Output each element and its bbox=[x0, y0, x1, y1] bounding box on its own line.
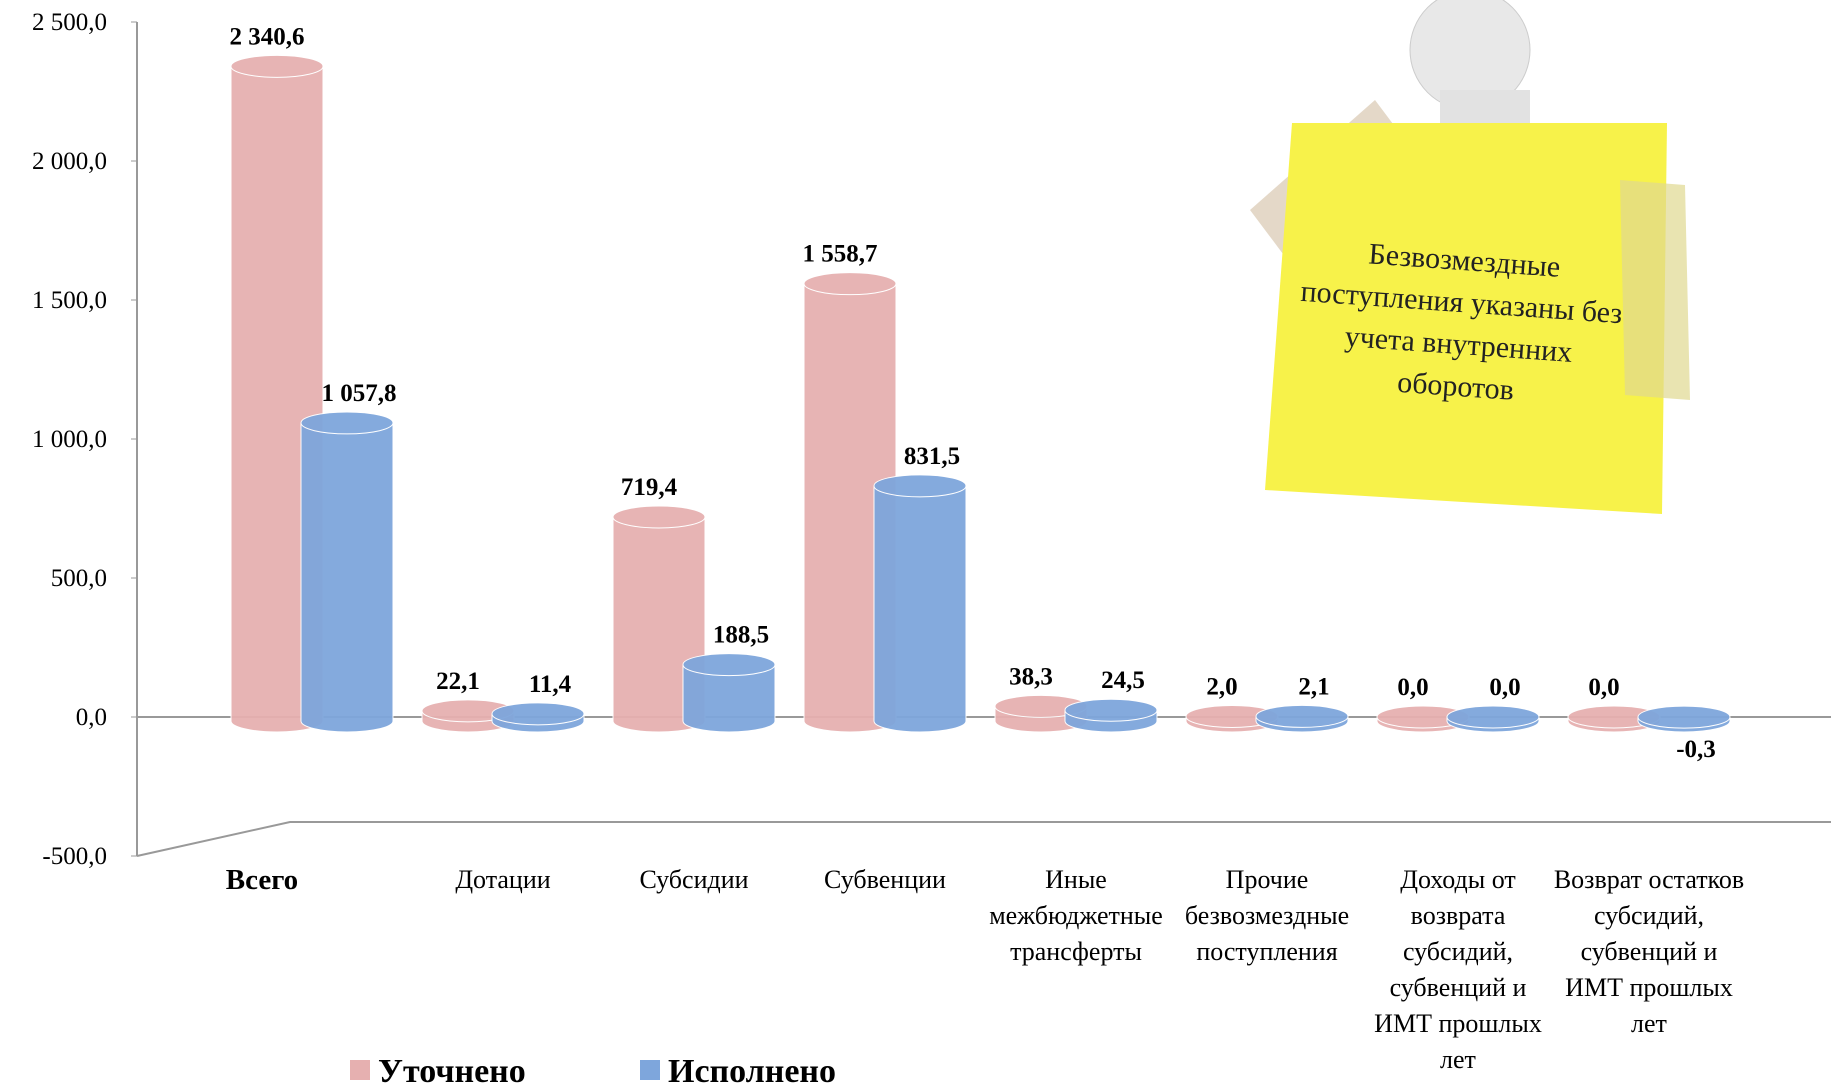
x-tick-label: Субвенции bbox=[824, 865, 946, 894]
bar bbox=[300, 411, 394, 733]
x-tick-label: Прочие безвозмездные поступления bbox=[1184, 865, 1350, 966]
value-label: 1 558,7 bbox=[803, 241, 878, 268]
legend-label: Уточнено bbox=[378, 1053, 526, 1090]
value-label: 22,1 bbox=[436, 668, 480, 695]
x-tick-label: Дотации bbox=[455, 865, 551, 894]
value-label: 0,0 bbox=[1397, 674, 1428, 701]
x-tick-label: Субсидии bbox=[639, 865, 749, 894]
sticky-note bbox=[1250, 0, 1690, 514]
bar bbox=[682, 653, 776, 733]
y-tick-label: -500,0 bbox=[42, 843, 107, 870]
value-label: 719,4 bbox=[621, 474, 678, 501]
y-tick-label: 0,0 bbox=[76, 704, 107, 731]
value-label: 2,0 bbox=[1206, 673, 1237, 700]
bar bbox=[803, 272, 897, 733]
value-label: 38,3 bbox=[1009, 663, 1053, 690]
y-tick-label: 2 000,0 bbox=[32, 148, 107, 175]
bar bbox=[230, 54, 324, 733]
value-label: 11,4 bbox=[529, 671, 572, 698]
bar bbox=[994, 694, 1088, 733]
floor bbox=[136, 821, 1831, 857]
value-label: 188,5 bbox=[713, 622, 769, 649]
y-tick-label: 2 500,0 bbox=[32, 9, 107, 36]
value-label: 2 340,6 bbox=[230, 23, 305, 50]
value-label: -0,3 bbox=[1676, 736, 1716, 763]
bar bbox=[1255, 704, 1349, 733]
bar bbox=[1376, 705, 1470, 733]
bar bbox=[873, 474, 967, 733]
value-label: 831,5 bbox=[904, 443, 960, 470]
value-label: 24,5 bbox=[1101, 667, 1145, 694]
y-tick-label: 1 000,0 bbox=[32, 426, 107, 453]
y-tick-label: 500,0 bbox=[51, 565, 107, 592]
bar bbox=[1446, 705, 1540, 733]
bar bbox=[612, 505, 706, 733]
value-label: 0,0 bbox=[1489, 674, 1520, 701]
bar bbox=[1064, 698, 1158, 733]
x-tick-label: Иные межбюджетные трансферты bbox=[989, 865, 1163, 966]
value-label: 2,1 bbox=[1298, 673, 1329, 700]
bar bbox=[421, 699, 515, 733]
bar bbox=[1567, 705, 1661, 733]
legend-label: Исполнено bbox=[668, 1053, 836, 1090]
value-label: 0,0 bbox=[1588, 674, 1619, 701]
legend-swatch bbox=[640, 1060, 660, 1080]
x-tick-label: Возврат остатков субсидий, субвенций и И… bbox=[1553, 865, 1745, 1038]
legend-swatch bbox=[350, 1060, 370, 1080]
value-label: 1 057,8 bbox=[322, 380, 397, 407]
bar bbox=[1637, 705, 1731, 733]
x-tick-label: Доходы от возврата субсидий, субвенций и… bbox=[1374, 865, 1542, 1074]
y-tick-label: 1 500,0 bbox=[32, 287, 107, 314]
annotation: Безвозмездные поступления указаны без уч… bbox=[1299, 237, 1624, 407]
bar bbox=[1185, 704, 1279, 733]
bar bbox=[491, 702, 585, 733]
x-tick-label: Всего bbox=[225, 864, 299, 896]
